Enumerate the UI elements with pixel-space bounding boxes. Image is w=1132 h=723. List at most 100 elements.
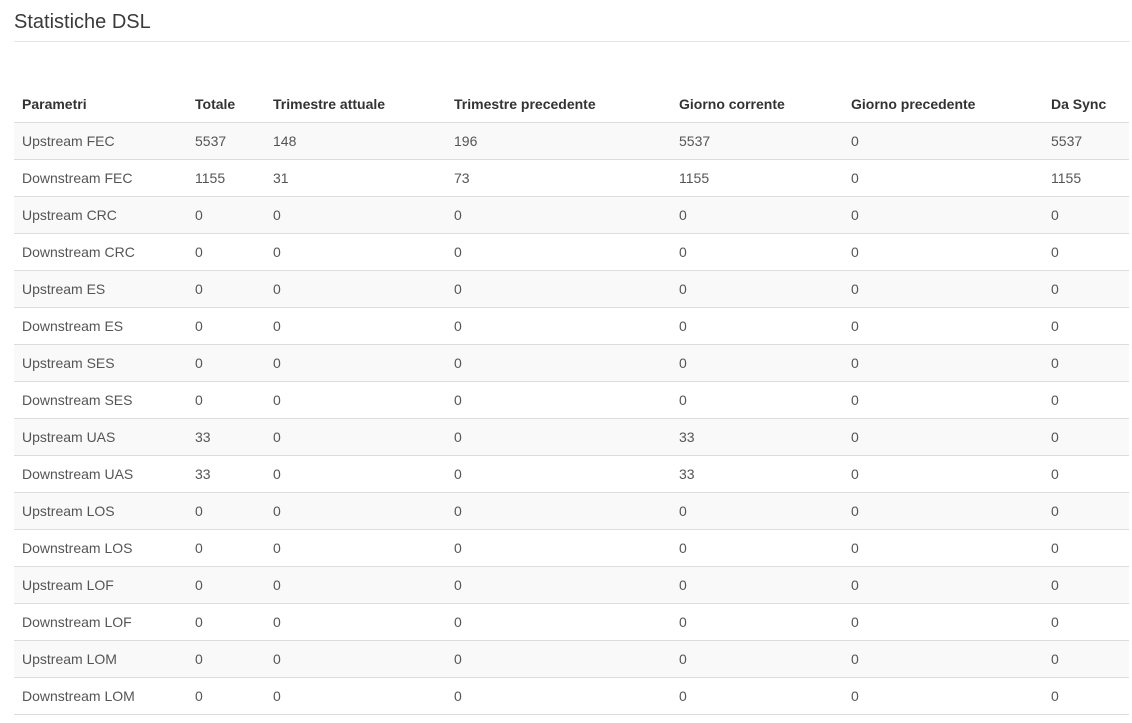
value-cell: 0 [265,603,446,641]
parameter-name-cell: Downstream ES [14,307,187,345]
value-cell: 0 [1043,492,1129,530]
value-cell: 0 [187,677,265,715]
value-cell: 0 [265,566,446,604]
value-cell: 0 [843,196,1043,234]
value-cell: 0 [843,566,1043,604]
table-row-downstream-uas: Downstream UAS 33 0 0 33 0 0 [14,455,1129,493]
value-cell: 33 [671,418,843,456]
value-cell: 0 [1043,529,1129,567]
value-cell: 0 [187,196,265,234]
value-cell: 0 [265,344,446,382]
value-cell: 0 [187,344,265,382]
column-header-totale: Totale [187,86,265,123]
value-cell: 0 [671,529,843,567]
column-header-trimestre-precedente: Trimestre precedente [446,86,671,123]
value-cell: 5537 [187,122,265,160]
value-cell: 0 [843,529,1043,567]
value-cell: 5537 [1043,122,1129,160]
value-cell: 196 [446,122,671,160]
value-cell: 0 [1043,455,1129,493]
table-row-downstream-crc: Downstream CRC 0 0 0 0 0 0 [14,233,1129,271]
parameter-name-cell: Upstream LOS [14,492,187,530]
value-cell: 0 [1043,677,1129,715]
parameter-name-cell: Downstream SES [14,381,187,419]
parameter-name-cell: Upstream CRC [14,196,187,234]
value-cell: 0 [843,122,1043,160]
value-cell: 0 [187,603,265,641]
value-cell: 0 [446,492,671,530]
value-cell: 0 [265,640,446,678]
value-cell: 0 [446,381,671,419]
value-cell: 0 [1043,640,1129,678]
column-header-trimestre-attuale: Trimestre attuale [265,86,446,123]
value-cell: 0 [265,307,446,345]
value-cell: 0 [671,492,843,530]
table-row-upstream-ses: Upstream SES 0 0 0 0 0 0 [14,344,1129,382]
parameter-name-cell: Downstream FEC [14,159,187,197]
value-cell: 0 [671,566,843,604]
parameter-name-cell: Upstream LOF [14,566,187,604]
value-cell: 0 [671,196,843,234]
value-cell: 0 [843,270,1043,308]
table-row-upstream-lom: Upstream LOM 0 0 0 0 0 0 [14,640,1129,678]
value-cell: 0 [671,270,843,308]
value-cell: 0 [1043,603,1129,641]
table-row-downstream-los: Downstream LOS 0 0 0 0 0 0 [14,529,1129,567]
value-cell: 0 [843,640,1043,678]
value-cell: 148 [265,122,446,160]
value-cell: 0 [671,381,843,419]
value-cell: 0 [671,344,843,382]
value-cell: 1155 [1043,159,1129,197]
value-cell: 0 [446,566,671,604]
parameter-name-cell: Downstream UAS [14,455,187,493]
value-cell: 0 [446,640,671,678]
value-cell: 0 [446,677,671,715]
value-cell: 1155 [671,159,843,197]
value-cell: 0 [1043,381,1129,419]
value-cell: 0 [843,307,1043,345]
value-cell: 0 [843,233,1043,271]
parameter-name-cell: Upstream LOM [14,640,187,678]
value-cell: 0 [1043,233,1129,271]
column-header-da-sync: Da Sync [1043,86,1129,123]
value-cell: 0 [843,159,1043,197]
value-cell: 0 [1043,270,1129,308]
dsl-statistics-table: Parametri Totale Trimestre attuale Trimestr… [14,86,1129,715]
table-header-row: Parametri Totale Trimestre attuale Trimestr… [14,86,1129,123]
value-cell: 0 [843,418,1043,456]
parameter-name-cell: Upstream UAS [14,418,187,456]
value-cell: 0 [843,677,1043,715]
table-row-upstream-crc: Upstream CRC 0 0 0 0 0 0 [14,196,1129,234]
value-cell: 0 [265,418,446,456]
value-cell: 0 [265,677,446,715]
value-cell: 5537 [671,122,843,160]
value-cell: 0 [1043,418,1129,456]
value-cell: 0 [446,196,671,234]
table-row-downstream-lom: Downstream LOM 0 0 0 0 0 0 [14,677,1129,715]
parameter-name-cell: Upstream ES [14,270,187,308]
value-cell: 0 [265,381,446,419]
value-cell: 0 [265,492,446,530]
value-cell: 0 [187,270,265,308]
column-header-giorno-corrente: Giorno corrente [671,86,843,123]
value-cell: 33 [187,418,265,456]
value-cell: 0 [265,196,446,234]
parameter-name-cell: Upstream FEC [14,122,187,160]
page-title: Statistiche DSL [14,11,1130,42]
value-cell: 0 [446,344,671,382]
value-cell: 0 [671,233,843,271]
value-cell: 0 [1043,307,1129,345]
value-cell: 0 [671,677,843,715]
value-cell: 0 [187,566,265,604]
value-cell: 0 [187,381,265,419]
table-row-downstream-es: Downstream ES 0 0 0 0 0 0 [14,307,1129,345]
table-row-downstream-fec: Downstream FEC 1155 31 73 1155 0 1155 [14,159,1129,197]
value-cell: 0 [843,492,1043,530]
parameter-name-cell: Downstream LOM [14,677,187,715]
value-cell: 0 [1043,344,1129,382]
value-cell: 0 [187,529,265,567]
value-cell: 0 [843,455,1043,493]
parameter-name-cell: Downstream CRC [14,233,187,271]
value-cell: 0 [446,603,671,641]
parameter-name-cell: Downstream LOS [14,529,187,567]
